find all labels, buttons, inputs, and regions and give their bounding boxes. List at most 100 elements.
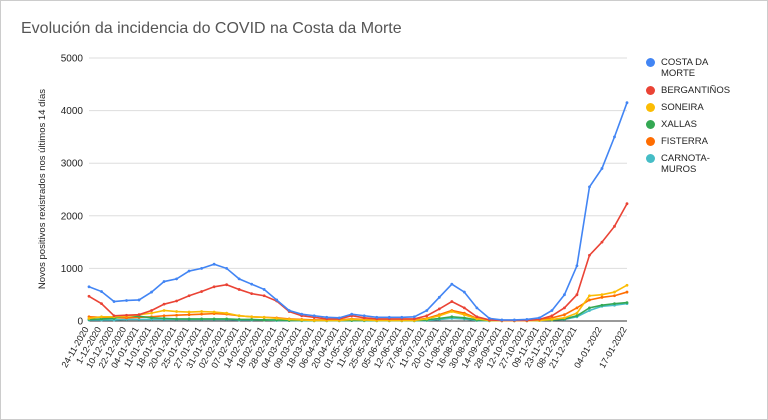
data-point <box>412 317 416 321</box>
data-point <box>150 316 153 320</box>
data-point <box>588 294 591 298</box>
data-point <box>225 283 229 287</box>
legend-label: CARNOTA-MUROS <box>661 153 710 175</box>
data-point <box>287 309 291 312</box>
data-point <box>300 312 304 316</box>
data-point <box>575 306 579 310</box>
data-point <box>112 300 116 303</box>
data-point <box>162 302 166 306</box>
data-point <box>575 264 579 268</box>
data-point <box>462 313 466 317</box>
data-point <box>125 299 128 302</box>
data-point <box>200 290 204 293</box>
data-point <box>475 317 479 321</box>
data-point <box>175 317 178 321</box>
data-point <box>437 316 441 320</box>
data-point <box>437 307 441 311</box>
data-point <box>237 314 241 318</box>
y-tick-label: 1000 <box>61 264 84 275</box>
y-axis-label: Novos positivos rexistrados nos últimos … <box>37 89 48 289</box>
data-point <box>613 135 616 139</box>
data-point <box>212 310 216 314</box>
series-line <box>88 203 628 322</box>
data-point <box>588 309 591 312</box>
chart-title: Evolución da incidencia do COVID na Cost… <box>21 20 402 37</box>
data-point <box>437 314 441 318</box>
data-point <box>625 290 629 294</box>
data-point <box>475 315 479 319</box>
data-point <box>125 313 128 317</box>
data-point <box>250 315 254 319</box>
data-point <box>487 316 491 320</box>
legend-swatch <box>646 154 655 163</box>
data-point <box>600 293 604 297</box>
legend-label: XALLAS <box>661 119 697 130</box>
data-point <box>550 318 554 321</box>
data-point <box>588 253 591 257</box>
legend-swatch <box>646 86 655 95</box>
data-point <box>362 318 366 322</box>
data-point <box>250 292 254 296</box>
data-point <box>613 290 616 294</box>
data-point <box>412 315 416 319</box>
data-point <box>112 314 116 318</box>
data-point <box>200 267 204 270</box>
data-point <box>588 306 591 310</box>
data-point <box>100 315 103 319</box>
data-point <box>200 312 204 316</box>
data-point <box>462 290 466 294</box>
data-point <box>162 280 166 283</box>
data-point <box>575 311 579 315</box>
legend-swatch <box>646 137 655 146</box>
data-point <box>175 313 178 317</box>
data-point <box>100 302 103 306</box>
data-point <box>87 294 91 298</box>
data-point <box>500 318 504 322</box>
data-point <box>137 298 141 302</box>
data-point <box>462 316 466 320</box>
data-point <box>150 290 153 294</box>
data-point <box>200 317 204 321</box>
data-point <box>237 277 241 281</box>
data-point <box>450 310 454 313</box>
data-point <box>262 294 266 298</box>
legend-swatch <box>646 120 655 129</box>
data-point <box>425 314 429 318</box>
legend-label: SONEIRA <box>661 102 704 113</box>
data-point <box>212 317 216 321</box>
data-point <box>312 319 316 322</box>
data-point <box>150 309 153 312</box>
data-point <box>337 316 341 320</box>
data-point <box>600 167 604 170</box>
data-point <box>225 267 229 270</box>
legend: COSTA DA MORTE BERGANTIÑOS SONEIRA XALLAS FI… <box>646 57 756 181</box>
data-point <box>325 315 329 319</box>
data-point <box>563 306 566 310</box>
data-point <box>350 318 354 321</box>
data-point <box>175 277 178 281</box>
data-point <box>425 309 429 312</box>
data-point <box>250 318 254 321</box>
y-tick-label: 2000 <box>61 211 84 222</box>
data-point <box>350 312 354 316</box>
data-point <box>250 282 254 286</box>
legend-label: FISTERRA <box>661 136 708 147</box>
data-point <box>275 316 279 320</box>
legend-item: BERGANTIÑOS <box>646 85 756 96</box>
data-point <box>87 285 91 289</box>
data-point <box>312 314 316 318</box>
data-point <box>137 318 141 321</box>
data-point <box>262 315 266 319</box>
data-point <box>437 295 441 299</box>
data-point <box>300 318 304 322</box>
data-point <box>362 316 366 320</box>
series-line <box>88 102 628 321</box>
data-point <box>563 293 566 297</box>
data-point <box>137 313 141 317</box>
data-point <box>575 293 579 297</box>
legend-item: FISTERRA <box>646 136 756 147</box>
data-point <box>187 317 191 321</box>
data-point <box>200 310 204 313</box>
